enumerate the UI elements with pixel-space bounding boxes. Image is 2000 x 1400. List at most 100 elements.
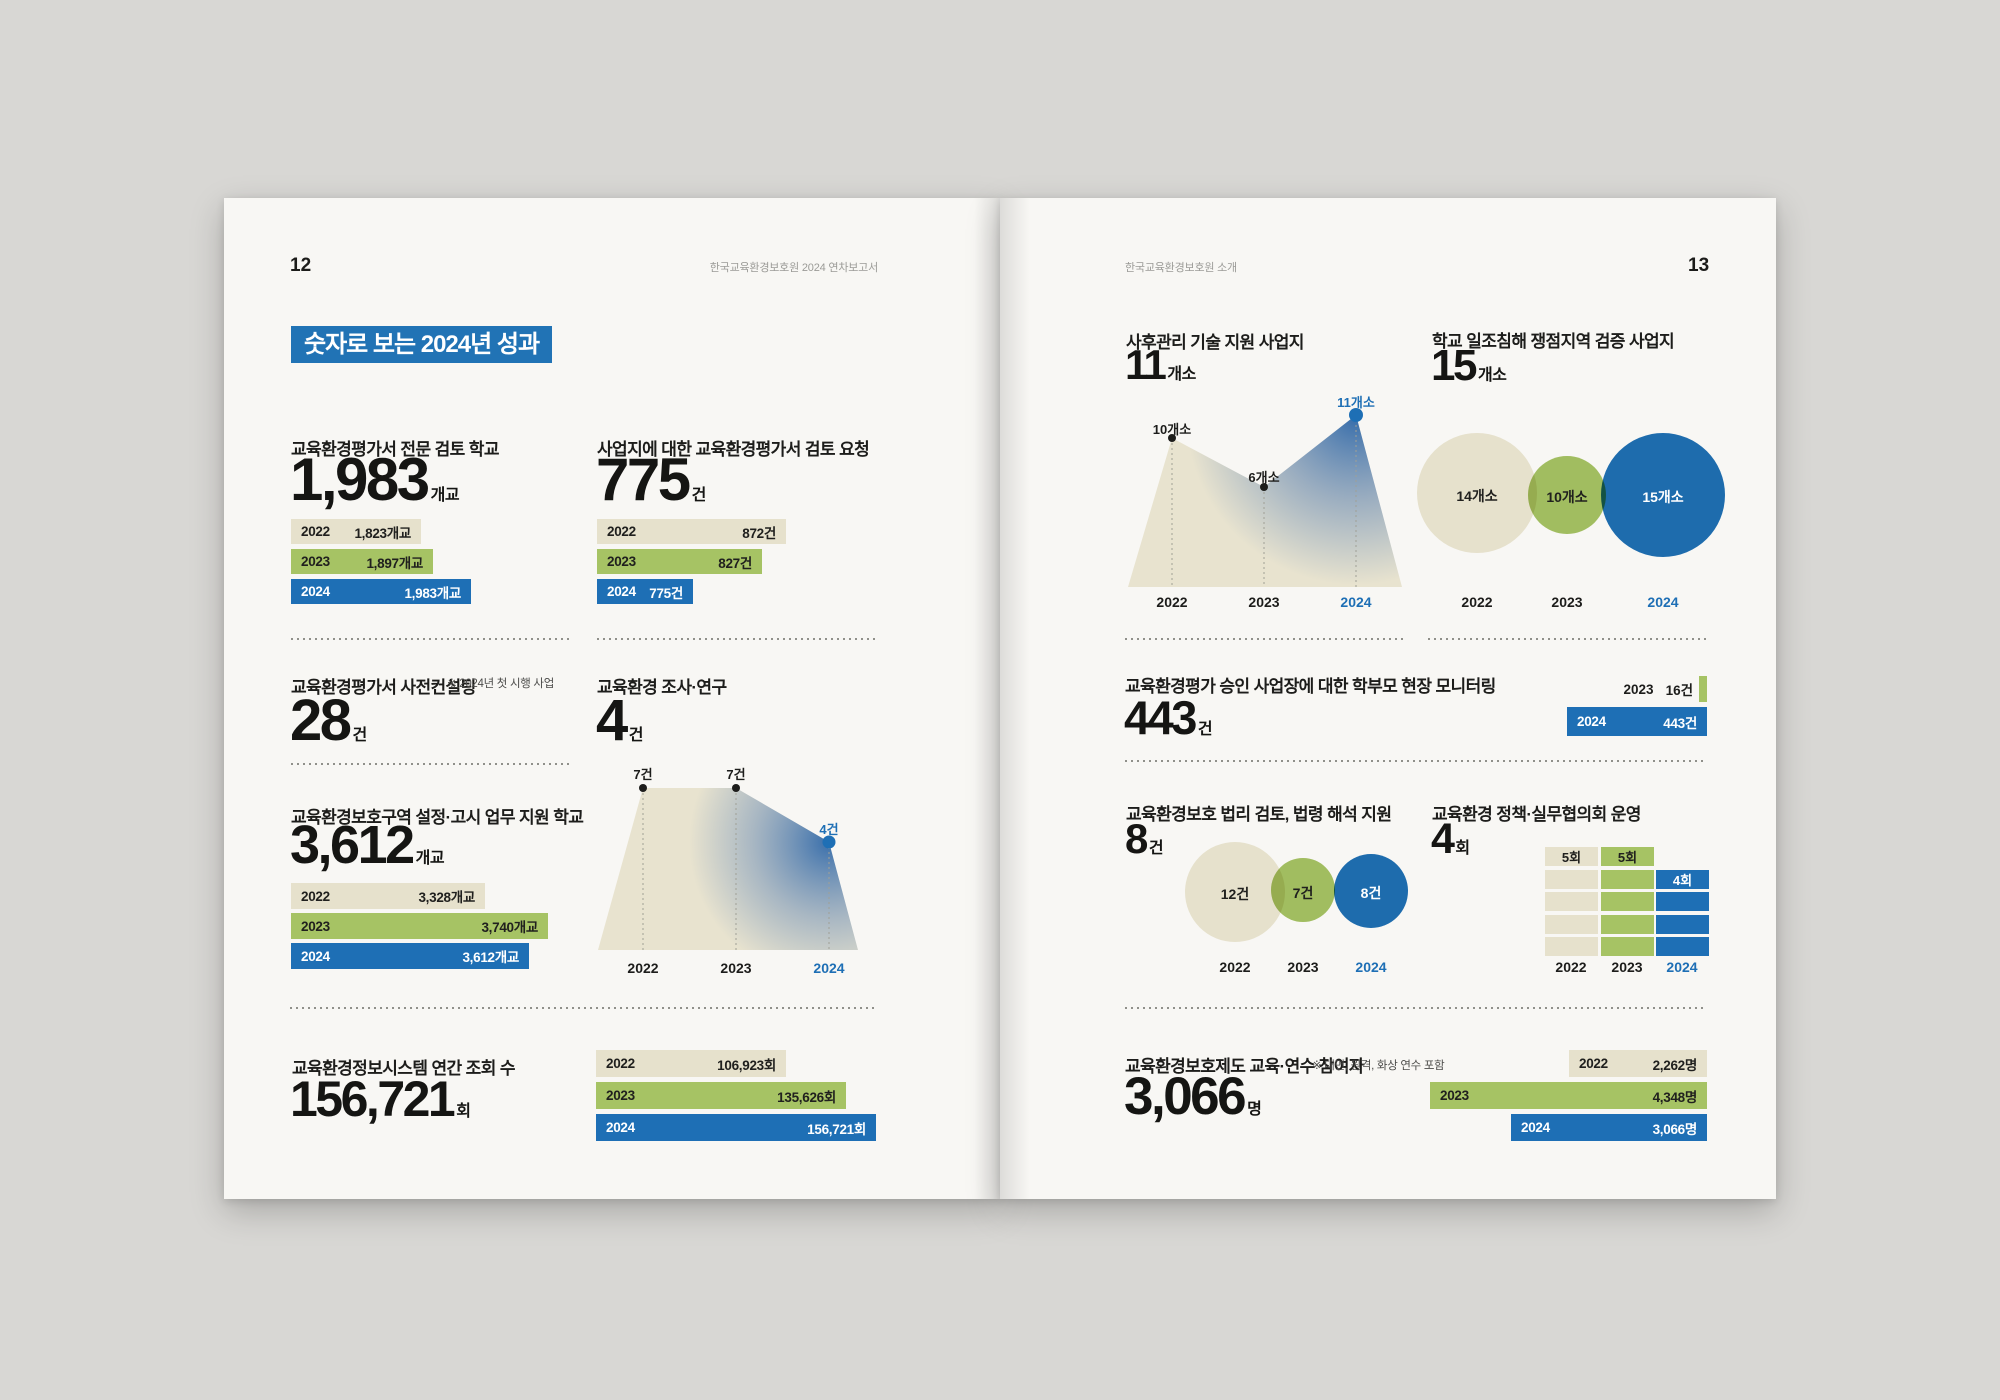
dotted-divider: [597, 638, 875, 640]
stat-unit: 개교: [430, 487, 460, 504]
data-point: [732, 784, 740, 792]
waffle-cell-2024: [1656, 915, 1709, 934]
bar-value: 1,897개교: [366, 555, 423, 571]
stat-note-b3: ※ 2024년 첫 시행 사업: [447, 678, 554, 690]
mini-bar-row-2023: 2023 16건: [1505, 676, 1693, 702]
point-label: 6개소: [1248, 470, 1280, 485]
bubble-2022: [1185, 842, 1285, 942]
stat-title-r6: 교육환경보호제도 교육·연수 참여자: [1125, 1057, 1365, 1076]
bar-r6-2022: 2022 2,262명: [1569, 1050, 1707, 1077]
point-label-highlight: 11개소: [1337, 395, 1375, 410]
bar-r6-2023: 2023 4,348명: [1430, 1082, 1707, 1109]
bar-b2-2023: 2023 827건: [597, 549, 762, 574]
x-axis-label: 2022: [1219, 959, 1251, 975]
bubble-label: 12건: [1220, 886, 1250, 902]
bubble-label: 7건: [1292, 885, 1314, 901]
x-axis-label-highlight: 2024: [1647, 594, 1679, 610]
bar-value: 3,740개교: [481, 920, 538, 935]
bar-b2-2024: 2024 775건: [597, 579, 693, 604]
stat-number: 11: [1125, 341, 1167, 388]
bar-value: 827건: [718, 555, 752, 571]
stat-value-r5: 4 회: [1431, 818, 1470, 861]
waffle-cell-2023: [1601, 915, 1654, 934]
bubble-2023: [1528, 456, 1606, 534]
bar-b1-2023: 2023 1,897개교: [291, 549, 433, 574]
bubble-label: 10개소: [1546, 489, 1588, 505]
waffle-cell-2023: [1601, 937, 1654, 956]
x-axis-label: 2023: [1611, 959, 1643, 975]
bubble-2023: [1271, 858, 1335, 922]
waffle-cell-2024: 4회: [1656, 870, 1709, 889]
bar-value: 2,262명: [1652, 1057, 1698, 1073]
data-point: [1260, 483, 1268, 491]
x-axis-label: 2022: [627, 960, 659, 976]
stat-unit: 개소: [1477, 367, 1507, 384]
x-axis-label-highlight: 2024: [813, 960, 845, 976]
bar-value: 1,983개교: [404, 585, 461, 601]
stat-value-b2: 775 건: [596, 450, 706, 510]
stat-value-b3: 28 건: [290, 692, 367, 750]
stat-unit: 건: [1148, 840, 1164, 857]
bar-value: 4,348명: [1652, 1089, 1698, 1105]
bar-b6-2024: 2024 156,721회: [596, 1114, 876, 1141]
stat-number: 443: [1124, 691, 1197, 744]
stat-title-r4: 교육환경보호 법리 검토, 법령 해석 지원: [1126, 805, 1392, 824]
point-label: 7건: [633, 767, 653, 782]
bar-year: 2022: [607, 524, 636, 539]
bubble-label: 14개소: [1456, 488, 1498, 504]
stat-number: 4: [596, 688, 628, 753]
bar-value: 106,923회: [717, 1057, 776, 1073]
stat-unit: 명: [1247, 1101, 1262, 1118]
area-shape-gradient: [1128, 415, 1402, 587]
stat-value-b1: 1,983 개교: [290, 450, 460, 510]
stat-title-b1: 교육환경평가서 전문 검토 학교: [291, 440, 499, 459]
stat-title-b6: 교육환경정보시스템 연간 조회 수: [292, 1059, 516, 1078]
bar-b4-2023: 2023 3,740개교: [291, 913, 548, 939]
x-axis-label: 2023: [1248, 594, 1280, 610]
bubble-chart-r4: [1185, 842, 1408, 942]
dotted-divider: [291, 638, 569, 640]
waffle-cell-2022: [1545, 870, 1598, 889]
waffle-cell-2022: [1545, 915, 1598, 934]
dotted-divider: [291, 763, 569, 765]
page-fold-shadow: [974, 198, 1000, 1199]
waffle-cell-2023: 5회: [1601, 847, 1654, 866]
bar-value: 3,066명: [1652, 1121, 1698, 1137]
bar-value: 872건: [742, 525, 776, 541]
stat-title-b4: 교육환경보호구역 설정·고시 업무 지원 학교: [291, 808, 584, 827]
dotted-divider: [290, 1007, 878, 1009]
bar-year: 2023: [1623, 681, 1654, 697]
mini-bar-2023: [1699, 676, 1707, 702]
x-axis-label: 2022: [1555, 959, 1587, 975]
waffle-cell-2024: [1656, 937, 1709, 956]
stat-value-b6: 156,721 회: [290, 1074, 471, 1124]
bubble-label-highlight: 8건: [1360, 885, 1382, 901]
stat-unit: 회: [456, 1103, 471, 1120]
bubble-2024: [1601, 433, 1725, 557]
stat-value-r3: 443 건: [1124, 691, 1213, 744]
bar-r6-2024: 2024 3,066명: [1511, 1114, 1707, 1141]
bar-b2-2022: 2022 872건: [597, 519, 786, 544]
stat-unit: 건: [691, 487, 707, 504]
data-point-highlight: [822, 835, 836, 849]
x-axis-label: 2023: [1551, 594, 1583, 610]
bar-value: 1,823개교: [354, 525, 411, 541]
stat-number: 3,066: [1124, 1067, 1247, 1126]
stat-value-r4: 8 건: [1125, 818, 1164, 860]
waffle-cell-2023: [1601, 870, 1654, 889]
page-fold-shadow: [1000, 198, 1030, 1199]
bar-value: 16건: [1665, 683, 1693, 698]
stat-value-b5: 4 건: [596, 688, 644, 753]
bar-year: 2023: [301, 918, 330, 934]
stat-number: 775: [596, 446, 691, 513]
bar-value: 3,328개교: [418, 890, 475, 905]
waffle-cell-2022: [1545, 937, 1598, 956]
bar-value: 775건: [649, 585, 683, 601]
bar-value: 135,626회: [777, 1089, 836, 1105]
bar-b6-2023: 2023 135,626회: [596, 1082, 846, 1109]
stat-note-r6: ※ 대면, 원격, 화상 연수 포함: [1312, 1060, 1445, 1072]
bar-year: 2024: [1521, 1120, 1550, 1135]
data-point: [1168, 434, 1176, 442]
stat-title-b5: 교육환경 조사·연구: [597, 678, 727, 697]
bar-year: 2023: [301, 554, 330, 569]
